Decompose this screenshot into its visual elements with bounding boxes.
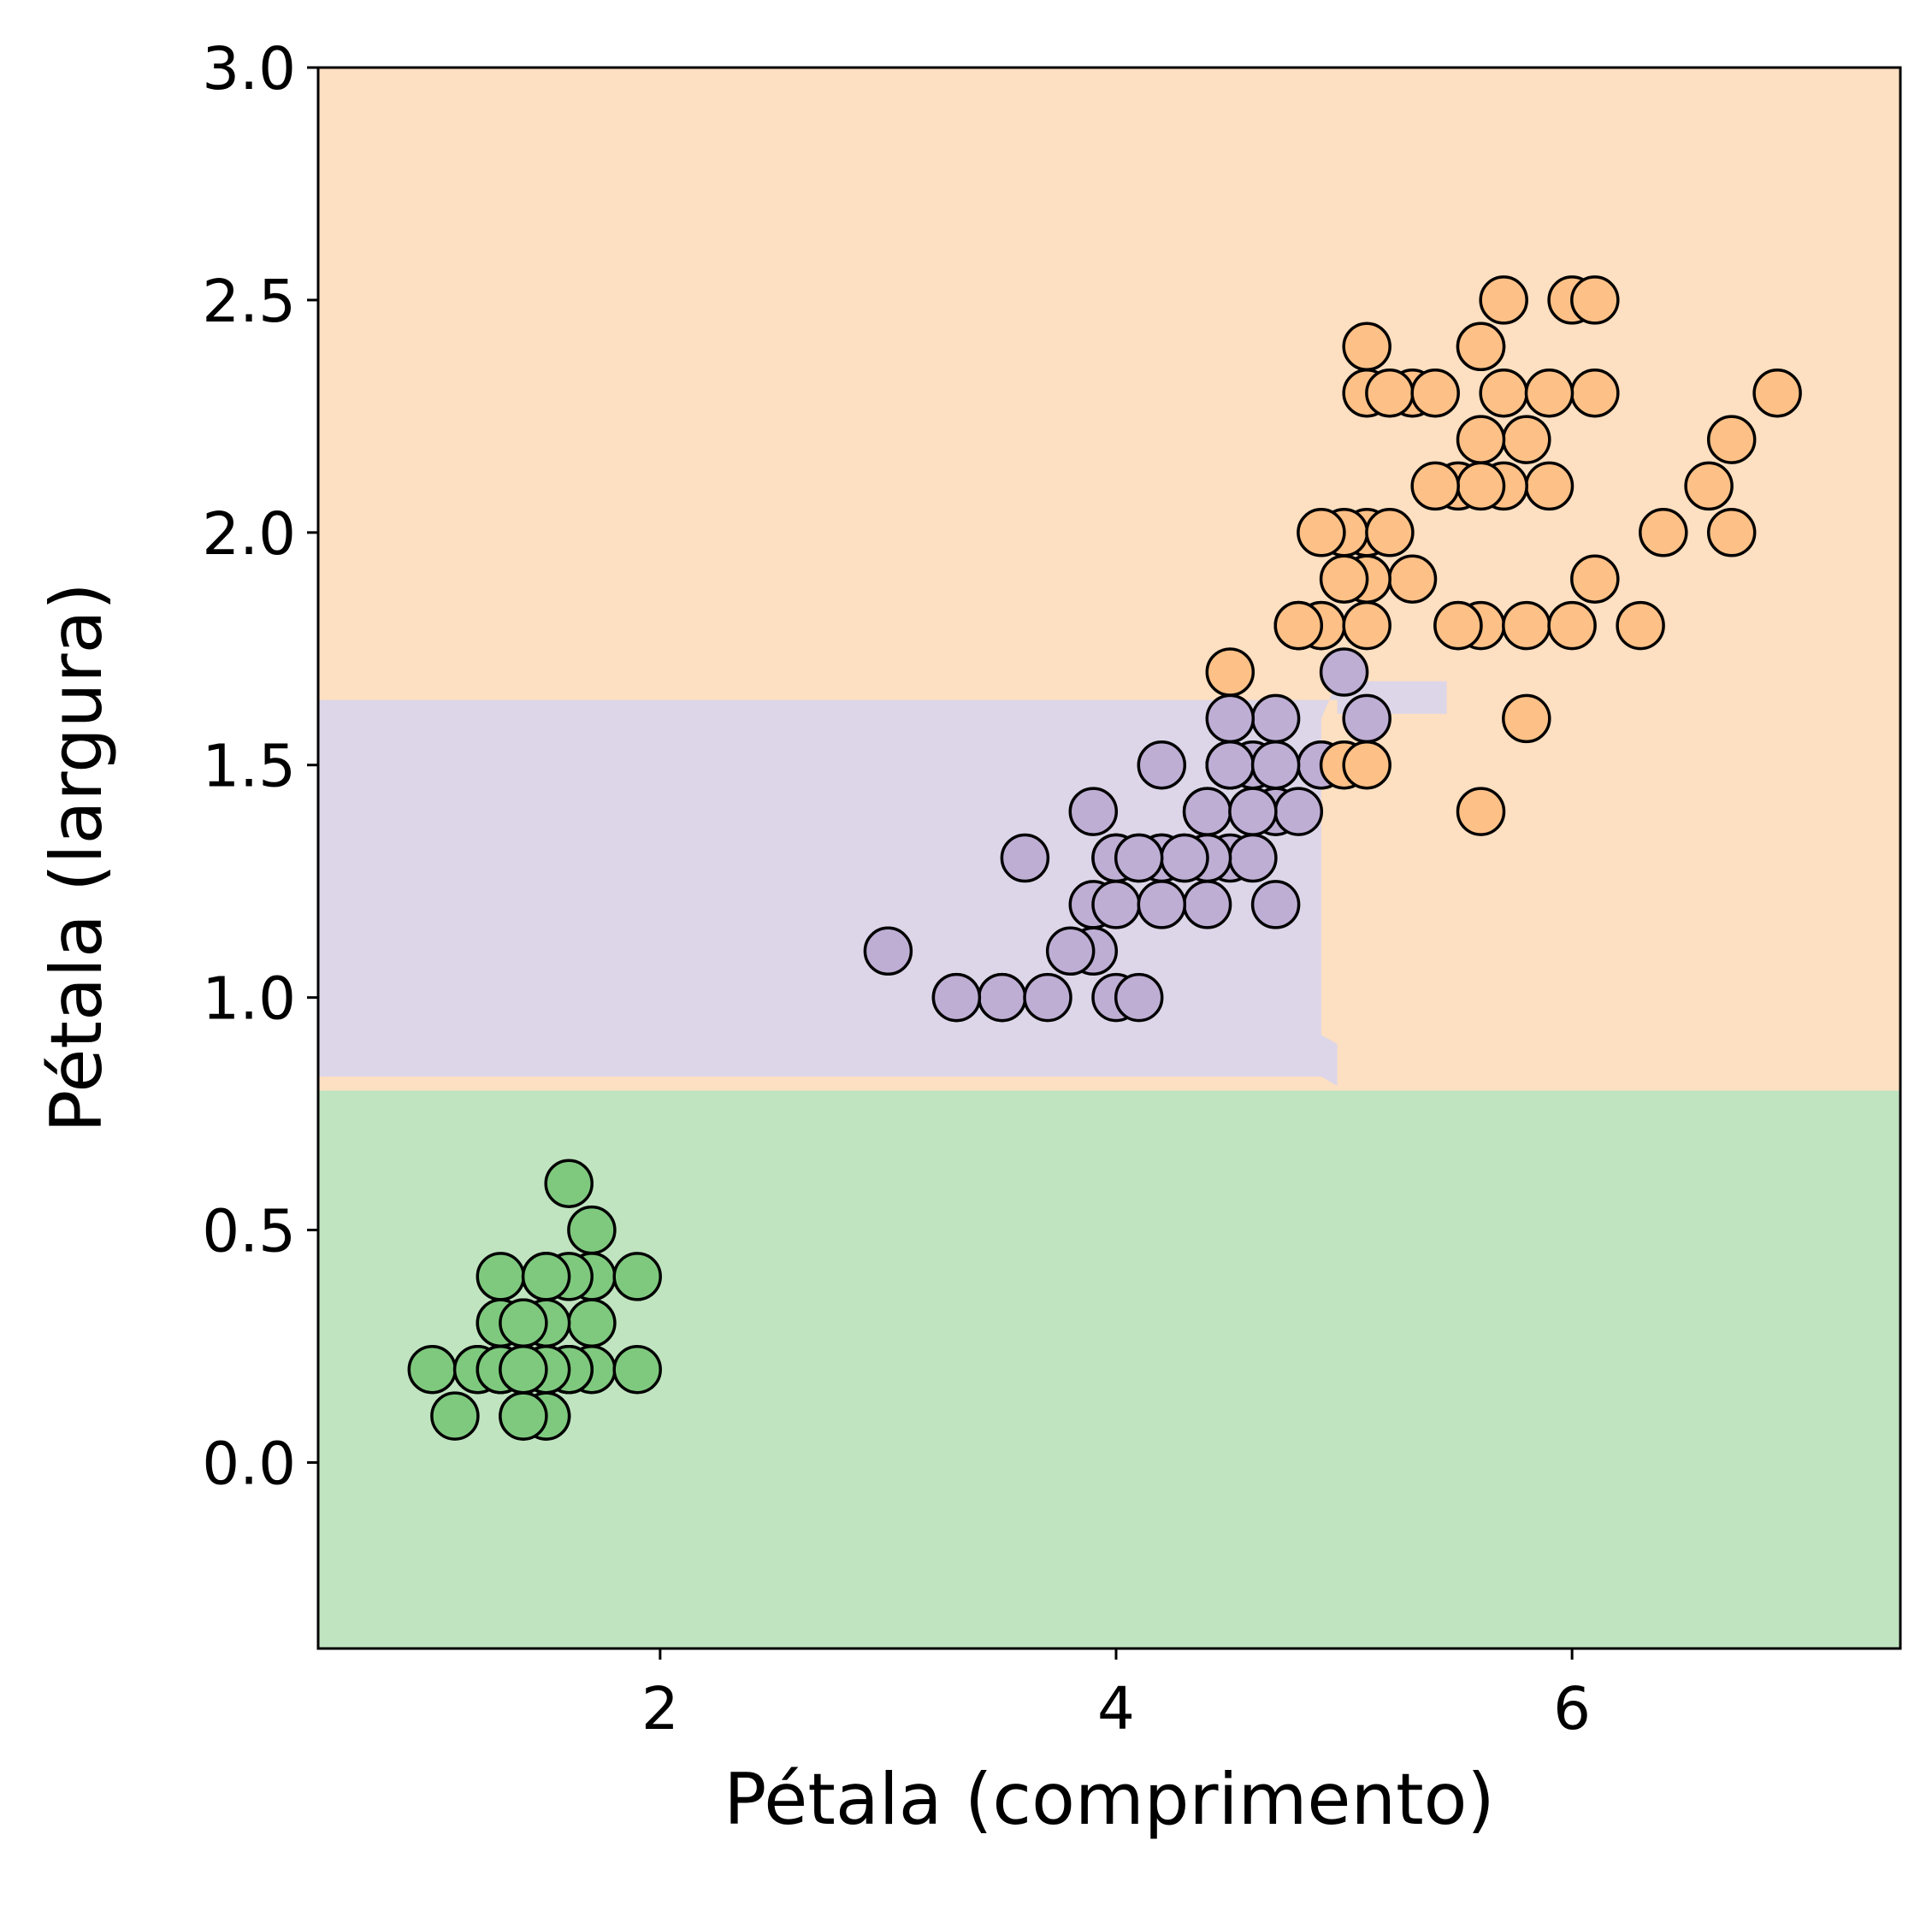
data-point-class-2: [1502, 600, 1551, 651]
y-tick-label: 3.0: [202, 35, 296, 103]
data-point-class-1: [1319, 647, 1369, 697]
y-tick-label: 0.5: [202, 1198, 296, 1266]
data-point-class-2: [1706, 415, 1757, 464]
y-axis-ticks: 0.0 0.5 1.0 1.5 2.0 2.5 3.0: [202, 35, 318, 1498]
data-point-class-1: [1114, 833, 1164, 883]
data-point-class-2: [1387, 554, 1438, 604]
scatter-points: [407, 275, 1802, 1441]
data-point-class-2: [1570, 368, 1620, 418]
data-point-class-1: [1000, 833, 1050, 883]
data-point-class-1: [1250, 880, 1301, 929]
x-tick-label: 6: [1553, 1675, 1591, 1743]
data-point-class-0: [567, 1205, 617, 1255]
data-point-class-2: [1479, 275, 1528, 325]
data-point-class-1: [1228, 833, 1278, 883]
y-tick-label: 0.0: [202, 1430, 296, 1498]
data-point-class-1: [931, 972, 982, 1023]
data-point-class-2: [1616, 600, 1665, 651]
data-point-class-1: [1273, 787, 1324, 836]
data-point-class-1: [1205, 740, 1256, 790]
data-point-class-0: [567, 1298, 617, 1348]
x-axis-ticks: 2 4 6: [641, 1649, 1591, 1743]
data-point-class-0: [544, 1159, 594, 1208]
data-point-class-2: [1410, 461, 1460, 511]
data-point-class-1: [1182, 880, 1232, 929]
y-tick-label: 2.5: [202, 268, 296, 336]
data-point-class-2: [1433, 600, 1483, 651]
x-tick-label: 4: [1097, 1675, 1135, 1743]
data-point-class-2: [1342, 740, 1391, 790]
data-point-class-2: [1684, 461, 1734, 511]
data-point-class-2: [1319, 554, 1369, 604]
data-point-class-0: [430, 1391, 480, 1441]
data-point-class-2: [1502, 415, 1551, 464]
x-axis-label: Pétala (comprimento): [724, 1758, 1495, 1841]
data-point-class-1: [1182, 787, 1232, 836]
data-point-class-2: [1205, 647, 1256, 697]
data-point-class-2: [1410, 368, 1460, 418]
data-point-class-2: [1706, 508, 1757, 557]
data-point-class-2: [1365, 368, 1415, 418]
data-point-class-1: [1160, 833, 1209, 883]
data-point-class-2: [1456, 787, 1506, 836]
data-point-class-2: [1570, 554, 1620, 604]
decision-regions: [318, 68, 1900, 1649]
data-point-class-1: [977, 972, 1027, 1023]
data-point-class-1: [1205, 693, 1256, 744]
data-point-class-1: [1023, 972, 1072, 1023]
data-point-class-0: [499, 1298, 548, 1348]
data-point-class-2: [1524, 368, 1575, 418]
y-axis-label: Pétala (largura): [35, 582, 118, 1133]
data-point-class-2: [1502, 693, 1551, 744]
data-point-class-2: [1365, 508, 1415, 557]
y-tick-label: 1.5: [202, 733, 296, 801]
data-point-class-0: [499, 1344, 548, 1395]
data-point-class-1: [1114, 972, 1164, 1023]
data-point-class-0: [499, 1391, 548, 1441]
data-point-class-2: [1547, 600, 1597, 651]
data-point-class-2: [1342, 600, 1391, 651]
data-point-class-1: [1228, 787, 1278, 836]
data-point-class-0: [476, 1252, 526, 1301]
data-point-class-1: [1045, 926, 1096, 976]
data-point-class-1: [1137, 880, 1187, 929]
data-point-class-2: [1456, 415, 1506, 464]
plot-frame: [316, 66, 1902, 1650]
data-point-class-2: [1456, 321, 1506, 372]
data-point-class-0: [407, 1344, 458, 1395]
data-point-class-0: [612, 1252, 662, 1301]
data-point-class-1: [1068, 787, 1119, 836]
data-point-class-2: [1479, 368, 1528, 418]
data-point-class-2: [1639, 508, 1688, 557]
data-point-class-2: [1456, 461, 1506, 511]
data-point-class-1: [1342, 693, 1391, 744]
data-point-class-1: [863, 926, 913, 976]
data-point-class-1: [1250, 740, 1301, 790]
data-point-class-2: [1273, 600, 1324, 651]
data-point-class-0: [521, 1252, 571, 1301]
data-point-class-2: [1342, 321, 1391, 372]
data-point-class-1: [1137, 740, 1187, 790]
data-point-class-1: [1250, 693, 1301, 744]
data-point-class-0: [612, 1344, 662, 1395]
y-tick-label: 2.0: [202, 500, 296, 569]
data-point-class-2: [1297, 508, 1346, 557]
data-point-class-2: [1570, 275, 1620, 325]
y-tick-label: 1.0: [202, 965, 296, 1034]
data-point-class-2: [1752, 368, 1802, 418]
data-point-class-1: [1091, 880, 1141, 929]
x-tick-label: 2: [641, 1675, 679, 1743]
data-point-class-2: [1524, 461, 1575, 511]
